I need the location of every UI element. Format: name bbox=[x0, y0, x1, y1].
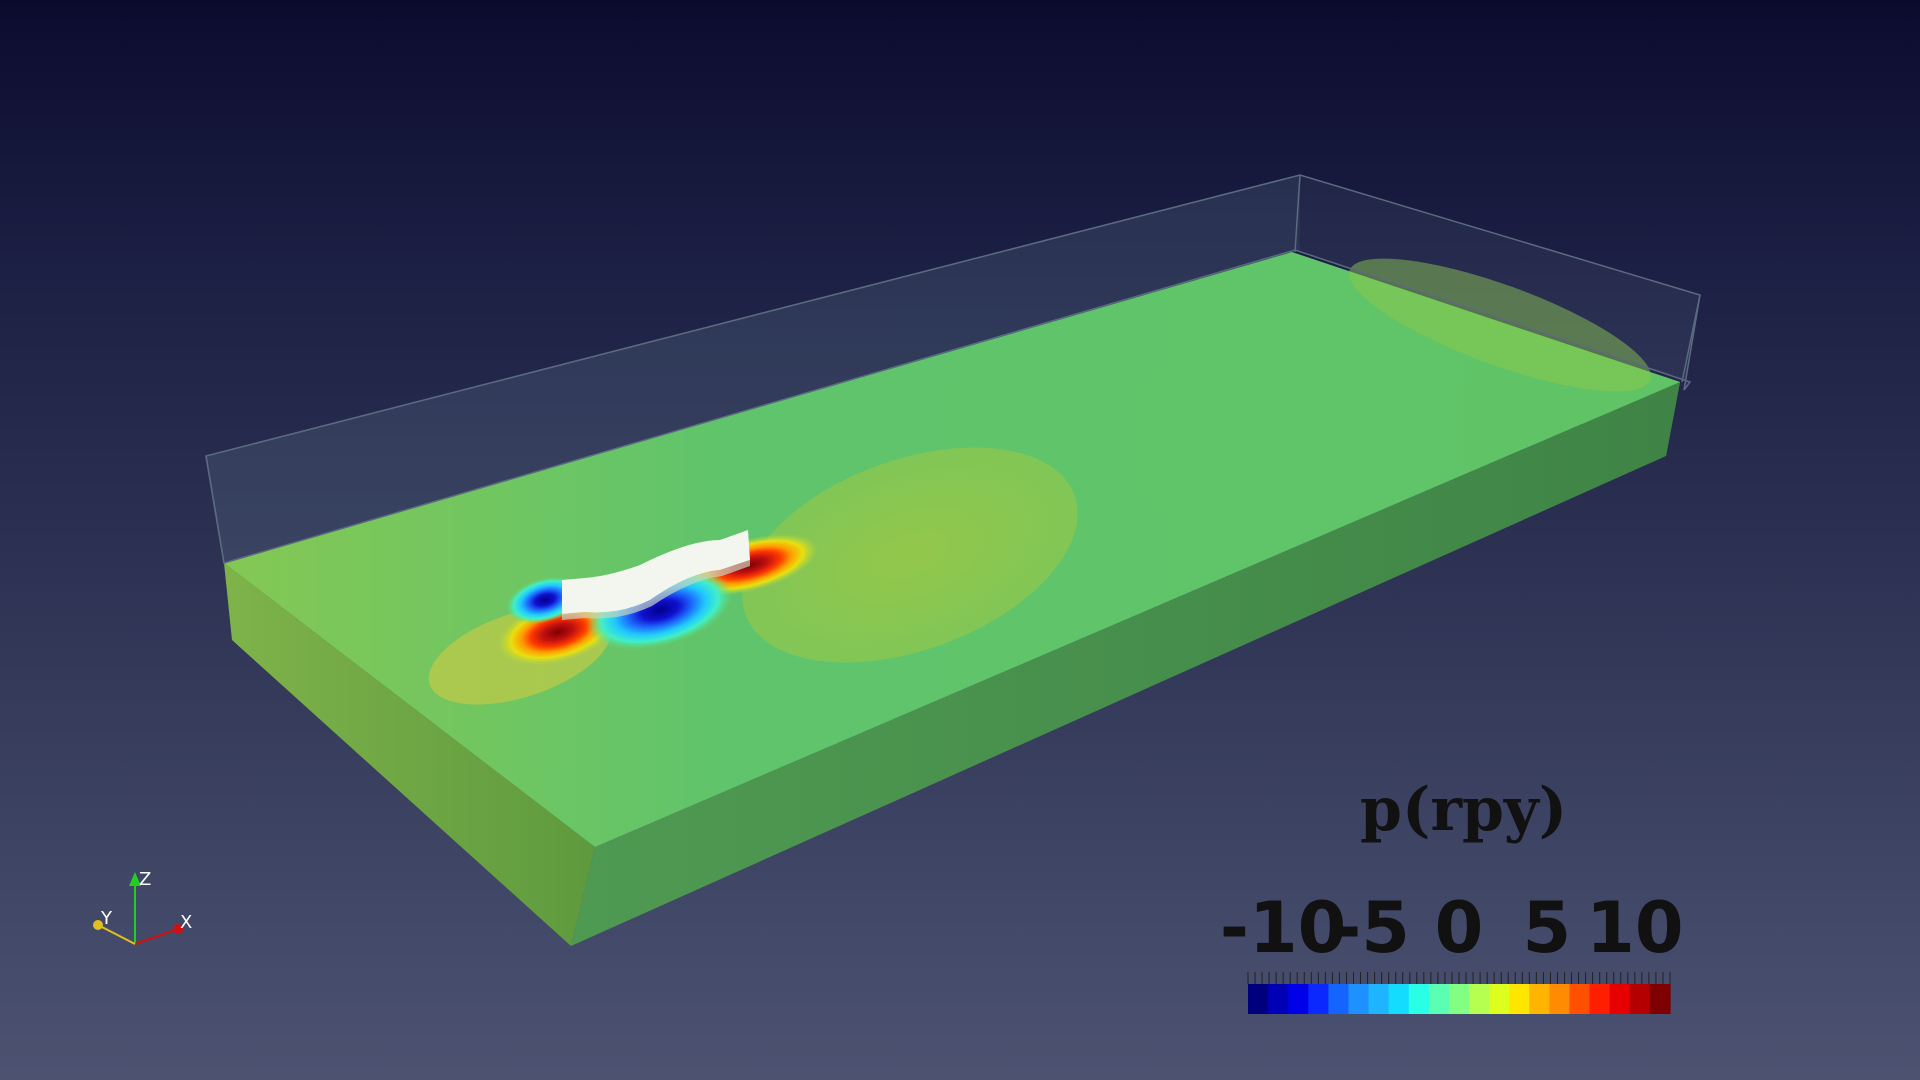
x-axis-cap bbox=[173, 924, 183, 934]
y-axis-label: Y bbox=[101, 908, 112, 929]
colorbar-cell bbox=[1609, 984, 1631, 1014]
colorbar-cell bbox=[1529, 984, 1551, 1014]
z-axis-arrow bbox=[129, 872, 141, 886]
colorbar-cell bbox=[1288, 984, 1309, 1014]
colorbar-cell bbox=[1569, 984, 1591, 1014]
scalar-bar-tick-label: 10 bbox=[1586, 887, 1684, 969]
fluid-domain[interactable] bbox=[224, 233, 1680, 946]
pressure-region-downstream bbox=[742, 447, 1078, 663]
colorbar-cell bbox=[1549, 984, 1571, 1014]
pressure-region-far bbox=[1349, 258, 1651, 392]
colorbar-cell bbox=[1268, 984, 1289, 1014]
colorbar-cell bbox=[1388, 984, 1410, 1014]
domain-side-face bbox=[571, 382, 1680, 946]
colorbar-cell bbox=[1328, 984, 1350, 1014]
z-axis-label: Z bbox=[139, 869, 152, 890]
y-axis-line bbox=[97, 924, 136, 945]
air-box-edge bbox=[1681, 294, 1701, 383]
colorbar-cell bbox=[1408, 984, 1430, 1014]
colorbar-cell bbox=[1649, 984, 1671, 1014]
colorbar-cell bbox=[1308, 984, 1329, 1014]
scalar-bar-tick-label: 5 bbox=[1522, 887, 1572, 969]
colorbar-ticks bbox=[1247, 972, 1671, 984]
scalar-bar-tick-label: -10 bbox=[1219, 887, 1347, 969]
obstacle-body[interactable] bbox=[562, 530, 750, 614]
scalar-bar-title: p(rpy) bbox=[1360, 775, 1568, 845]
scalar-bar bbox=[1247, 972, 1671, 1014]
air-box-top bbox=[205, 174, 1701, 564]
y-axis-cap bbox=[93, 920, 103, 930]
obstacle-shadow bbox=[562, 560, 750, 620]
x-axis-label: X bbox=[180, 912, 193, 933]
colorbar-cell bbox=[1248, 984, 1269, 1014]
scalar-bar-tick-label: 0 bbox=[1434, 887, 1484, 969]
colorbar-cells bbox=[1248, 984, 1671, 1014]
air-box-back bbox=[206, 175, 1300, 563]
colorbar-cell bbox=[1629, 984, 1651, 1014]
air-domain[interactable] bbox=[205, 174, 1701, 564]
colorbar-cell bbox=[1368, 984, 1390, 1014]
colorbar-cell bbox=[1509, 984, 1530, 1014]
orientation-axes bbox=[93, 872, 183, 945]
colorbar-cell bbox=[1469, 984, 1490, 1014]
colorbar-cell bbox=[1489, 984, 1510, 1014]
air-box-edge bbox=[1294, 174, 1301, 253]
colorbar-cell bbox=[1428, 984, 1450, 1014]
x-axis-line bbox=[134, 928, 179, 945]
air-box-edge bbox=[205, 455, 225, 564]
scalar-bar-tick-label: -5 bbox=[1332, 887, 1410, 969]
colorbar-cell bbox=[1448, 984, 1470, 1014]
colorbar-cell bbox=[1348, 984, 1370, 1014]
domain-front-face bbox=[224, 563, 595, 946]
colorbar-cell bbox=[1589, 984, 1611, 1014]
